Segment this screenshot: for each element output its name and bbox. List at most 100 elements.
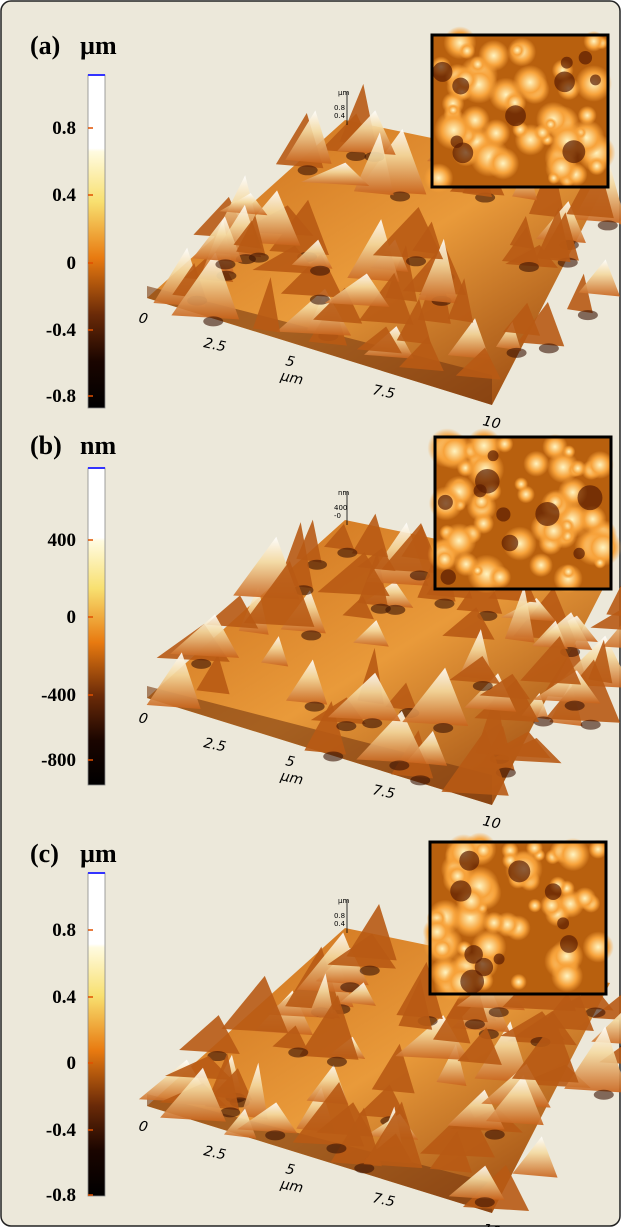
- surface-peak: [356, 710, 427, 764]
- colorbar-tick-label: 0.8: [52, 920, 76, 941]
- surface-peak: [402, 667, 469, 727]
- surface-pit: [593, 1089, 614, 1100]
- inset-pit: [450, 880, 472, 902]
- surface-peak: [395, 1015, 470, 1061]
- x-axis-tick-label: 7.5: [371, 782, 396, 802]
- inset-grain: [527, 898, 542, 913]
- inset-grain: [510, 973, 527, 991]
- colorbar-tick-label: -400: [41, 685, 76, 706]
- colorbar: [87, 74, 106, 409]
- surface-peak: [358, 272, 414, 325]
- surface-peak: [363, 1101, 423, 1169]
- surface-peak: [323, 523, 355, 551]
- surface-peak: [299, 995, 359, 1060]
- colorbar-unit: nm: [80, 431, 116, 460]
- surface-pit: [309, 294, 330, 305]
- surface-pit: [433, 723, 454, 734]
- inset-grain: [512, 65, 548, 100]
- surface-pit: [564, 700, 585, 711]
- surface-peak: [327, 672, 401, 722]
- inset-grain: [588, 839, 608, 859]
- surface-peak: [221, 975, 289, 1033]
- surface-peak: [304, 701, 347, 755]
- colorbar-unit: µm: [80, 839, 117, 868]
- inset-grain: [533, 123, 552, 142]
- surface-peak: [206, 595, 259, 629]
- surface-peak: [313, 287, 363, 324]
- inset-grain: [542, 434, 568, 460]
- colorbar-tick-label: 0: [67, 1053, 77, 1074]
- z-axis-tick-label: 400: [334, 504, 347, 512]
- surface-peak: [449, 656, 501, 684]
- inset-pit: [554, 71, 575, 93]
- inset-pit: [535, 501, 560, 527]
- inset-grain: [473, 840, 494, 861]
- colorbar-tick-label: -0.8: [46, 386, 76, 407]
- surface-peak: [495, 321, 522, 351]
- surface-peak: [436, 1044, 467, 1087]
- surface-pit: [337, 547, 358, 558]
- surface-pit: [288, 1047, 309, 1058]
- surface-peak: [486, 1075, 544, 1126]
- inset-grain: [556, 837, 590, 872]
- surface-peak: [236, 215, 266, 256]
- surface-pit: [248, 252, 269, 263]
- inset-pit: [557, 917, 570, 930]
- surface-peak: [517, 302, 565, 347]
- inset-grain: [478, 40, 510, 72]
- x-axis-tick-label: 0: [137, 1118, 149, 1136]
- surface-pit: [191, 658, 212, 669]
- surface-pit: [597, 220, 618, 231]
- inset-grain: [458, 42, 476, 60]
- surface-peak: [420, 1106, 495, 1158]
- x-axis-tick-label: 5: [284, 353, 296, 371]
- surface-peak: [192, 216, 243, 263]
- surface-peak: [346, 903, 397, 961]
- surface-peak: [512, 1136, 558, 1178]
- surface-pit: [585, 1007, 606, 1018]
- colorbar-unit: µm: [80, 31, 117, 60]
- surface-pit: [362, 718, 383, 729]
- surface-pit: [464, 1019, 485, 1030]
- surface-pit: [370, 603, 391, 614]
- colorbar-tick-label: -0.4: [46, 320, 77, 341]
- surface-peak: [243, 560, 315, 627]
- colorbar-tick-label: 0.8: [52, 118, 76, 139]
- surface-peak: [578, 259, 621, 297]
- z-axis-tick-label: 0.8: [334, 104, 345, 112]
- surface-pit: [326, 1143, 347, 1154]
- inset-grain: [585, 450, 614, 479]
- colorbar-tick-label: 0.4: [52, 185, 76, 206]
- x-axis-unit: µm: [278, 368, 304, 389]
- surface-peak: [272, 1025, 309, 1051]
- surface-peak: [418, 238, 458, 304]
- inset-grain: [482, 911, 505, 934]
- surface-peak: [487, 731, 551, 759]
- inset-pit: [493, 953, 505, 965]
- surface-pit: [406, 256, 427, 267]
- colorbar-tick-label: 0: [67, 607, 77, 628]
- inset-grain: [582, 931, 614, 963]
- surface-peak: [292, 1081, 365, 1147]
- surface-pit: [434, 598, 455, 609]
- surface-pit: [472, 680, 493, 691]
- inset-pit: [440, 569, 456, 585]
- z-axis-tick-label: 0.8: [334, 912, 345, 920]
- inset-pit: [544, 883, 562, 900]
- inset-grain: [529, 553, 553, 578]
- x-axis-tick-label: 5: [284, 1161, 296, 1179]
- inset-pit: [501, 534, 519, 552]
- x-axis-tick-label: 10: [481, 413, 502, 432]
- inset-grain: [562, 445, 576, 459]
- colorbar: [87, 872, 106, 1197]
- surface-pit: [474, 1197, 495, 1208]
- inset-pit: [578, 51, 593, 65]
- inset-pit: [496, 507, 511, 522]
- surface-pit: [336, 721, 357, 732]
- surface-peak: [448, 1165, 505, 1201]
- inset-pit: [505, 105, 526, 127]
- surface-peak: [381, 523, 443, 574]
- colorbar-tick-label: 400: [48, 530, 77, 551]
- colorbar-tick-label: 0.4: [52, 987, 76, 1008]
